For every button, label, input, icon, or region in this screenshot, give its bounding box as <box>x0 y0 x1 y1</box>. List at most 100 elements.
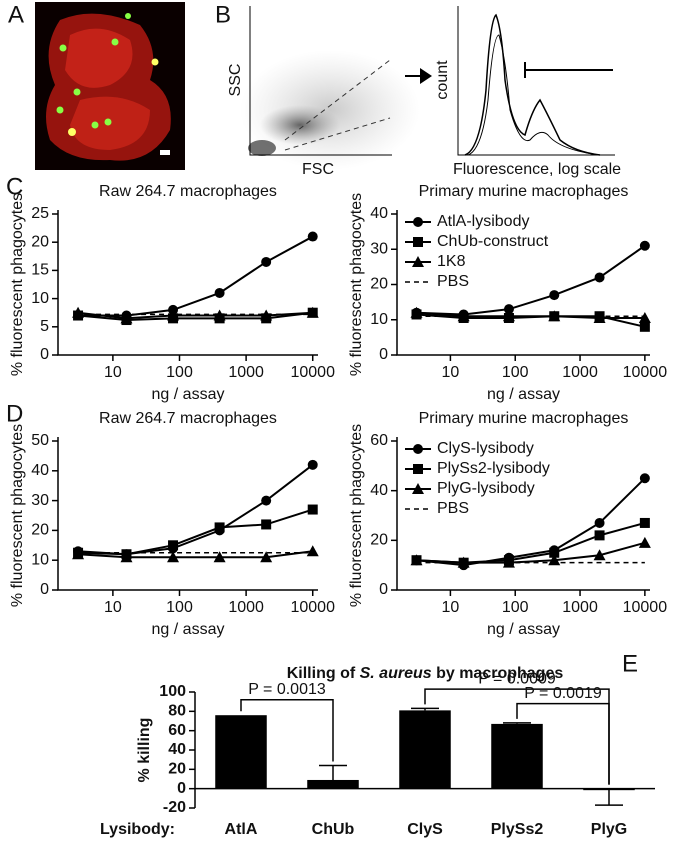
x-tick-label: 10 <box>104 364 122 381</box>
micrograph <box>35 2 185 170</box>
y-tick-label: 100 <box>159 683 186 700</box>
marker <box>638 311 651 323</box>
y-tick-label: 20 <box>370 532 388 549</box>
x-axis-label: ng / assay <box>152 621 225 638</box>
y-tick-label: 40 <box>370 205 388 222</box>
y-tick-label: 20 <box>168 761 186 778</box>
bar <box>583 788 635 791</box>
marker <box>410 306 423 318</box>
bacterium <box>91 121 99 129</box>
flow-histogram: count Fluorescence, log scale <box>434 6 621 178</box>
marker <box>120 312 133 324</box>
axis <box>249 6 392 156</box>
marker <box>213 551 226 563</box>
panel-label: E <box>622 650 638 677</box>
legend-label: PlySs2-lysibody <box>437 460 550 477</box>
event-cloud <box>260 105 340 145</box>
x-tick-label: 1000 <box>228 599 264 616</box>
significance-bracket <box>240 698 334 762</box>
y-tick-label: 60 <box>370 432 388 449</box>
legend-label: ChUb-construct <box>437 233 549 250</box>
marker <box>413 237 423 247</box>
y-tick-label: -20 <box>163 799 186 816</box>
axis <box>457 6 615 156</box>
marker <box>307 231 318 242</box>
y-axis-label: % fluorescent phagocytes <box>348 424 365 607</box>
error-bar <box>411 707 439 711</box>
x-tick-label: 10000 <box>290 599 335 616</box>
flow-scatter: SSC FSC <box>227 6 432 178</box>
legend-label: PBS <box>437 500 469 517</box>
axis <box>396 210 650 356</box>
x-tick-label: 10 <box>104 599 122 616</box>
x-axis-label: ng / assay <box>152 386 225 403</box>
x-tick-label: 10000 <box>623 364 668 381</box>
marker <box>214 287 225 298</box>
y-tick-label: 0 <box>177 780 186 797</box>
x-tick-label: PlyG <box>591 821 627 838</box>
marker <box>261 519 272 530</box>
gate <box>524 62 613 78</box>
legend-label: ClyS-lysibody <box>437 440 534 457</box>
y-tick-label: 0 <box>40 346 49 363</box>
series-line <box>78 235 314 317</box>
bar <box>307 779 359 789</box>
bacterium <box>56 106 64 114</box>
chart-title: Primary murine macrophages <box>419 410 629 427</box>
error-bar <box>319 764 347 780</box>
marker <box>167 551 180 563</box>
histogram-curve <box>464 13 601 156</box>
y-tick-label: 5 <box>40 318 49 335</box>
y-tick-label: 60 <box>168 722 186 739</box>
series-line <box>416 541 646 564</box>
marker <box>260 551 273 563</box>
annotation: P = 0.0009 <box>478 670 556 687</box>
y-tick-label: 15 <box>31 262 49 279</box>
axis <box>57 437 318 591</box>
x-tick-label: 10 <box>442 599 460 616</box>
histogram-curve <box>467 34 601 156</box>
y-axis-label: % killing <box>136 718 153 783</box>
panel-label: A <box>8 1 24 28</box>
chart-title: Raw 264.7 macrophages <box>99 410 277 427</box>
x-axis-label: ng / assay <box>487 386 560 403</box>
marker <box>307 459 318 470</box>
panel-label: D <box>6 400 23 427</box>
marker <box>639 473 650 484</box>
y-tick-label: 30 <box>370 240 388 257</box>
axis-label: Fluorescence, log scale <box>453 161 621 178</box>
marker <box>639 321 650 332</box>
series-line <box>416 521 646 564</box>
y-tick-label: 50 <box>31 432 49 449</box>
axis-label: SSC <box>227 64 244 97</box>
marker <box>639 240 650 251</box>
annotation: P = 0.0013 <box>248 681 326 698</box>
panel-label: B <box>215 1 231 28</box>
series-line <box>77 464 314 556</box>
legend-label: AtlA-lysibody <box>437 213 529 230</box>
title-part: S. aureus <box>360 665 432 682</box>
y-tick-label: 0 <box>379 581 388 598</box>
marker <box>120 551 133 563</box>
bacterium <box>111 38 119 46</box>
chart-title: Killing of S. aureus by macrophages <box>287 665 564 682</box>
x-tick-label: 10 <box>442 364 460 381</box>
event-cloud <box>248 140 276 156</box>
marker <box>72 548 85 560</box>
gate <box>284 117 391 151</box>
y-tick-label: 20 <box>31 233 49 250</box>
x-tick-label: 1000 <box>562 599 598 616</box>
y-tick-label: 30 <box>31 492 49 509</box>
annotation: P = 0.0019 <box>524 685 602 702</box>
chart-title: Raw 264.7 macrophages <box>99 183 277 200</box>
marker <box>638 536 651 548</box>
bacterium <box>68 128 76 136</box>
error-bar <box>595 789 623 806</box>
marker <box>306 306 319 318</box>
bacterium <box>104 118 112 126</box>
series-line <box>77 311 313 320</box>
bar <box>399 710 451 789</box>
axis-label: FSC <box>302 161 334 178</box>
arrow <box>405 68 432 84</box>
axis-label: count <box>434 60 451 100</box>
